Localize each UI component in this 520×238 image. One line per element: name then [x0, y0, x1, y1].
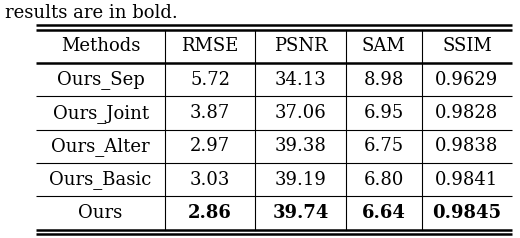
Text: results are in bold.: results are in bold. — [5, 4, 178, 22]
Text: 37.06: 37.06 — [275, 104, 327, 122]
Text: SSIM: SSIM — [442, 37, 492, 55]
Text: 3.03: 3.03 — [190, 171, 230, 189]
Text: 6.95: 6.95 — [363, 104, 404, 122]
Text: 6.80: 6.80 — [363, 171, 404, 189]
Text: SAM: SAM — [362, 37, 406, 55]
Text: 0.9629: 0.9629 — [435, 71, 499, 89]
Text: 0.9841: 0.9841 — [435, 171, 499, 189]
Text: Ours_Sep: Ours_Sep — [57, 70, 145, 89]
Text: RMSE: RMSE — [181, 37, 239, 55]
Text: 0.9828: 0.9828 — [435, 104, 499, 122]
Text: 6.75: 6.75 — [363, 137, 404, 155]
Text: 0.9838: 0.9838 — [435, 137, 499, 155]
Text: Ours_Joint: Ours_Joint — [53, 104, 149, 123]
Text: 2.86: 2.86 — [188, 204, 232, 222]
Text: 5.72: 5.72 — [190, 71, 230, 89]
Text: 39.19: 39.19 — [275, 171, 327, 189]
Text: 0.9845: 0.9845 — [433, 204, 501, 222]
Text: 8.98: 8.98 — [363, 71, 404, 89]
Text: 6.64: 6.64 — [362, 204, 406, 222]
Text: 39.74: 39.74 — [272, 204, 329, 222]
Text: 39.38: 39.38 — [275, 137, 327, 155]
Text: PSNR: PSNR — [274, 37, 328, 55]
Text: 3.87: 3.87 — [190, 104, 230, 122]
Text: Ours_Alter: Ours_Alter — [51, 137, 150, 156]
Text: 34.13: 34.13 — [275, 71, 327, 89]
Text: Ours_Basic: Ours_Basic — [49, 170, 152, 189]
Text: Methods: Methods — [61, 37, 140, 55]
Text: 2.97: 2.97 — [190, 137, 230, 155]
Text: Ours: Ours — [79, 204, 123, 222]
